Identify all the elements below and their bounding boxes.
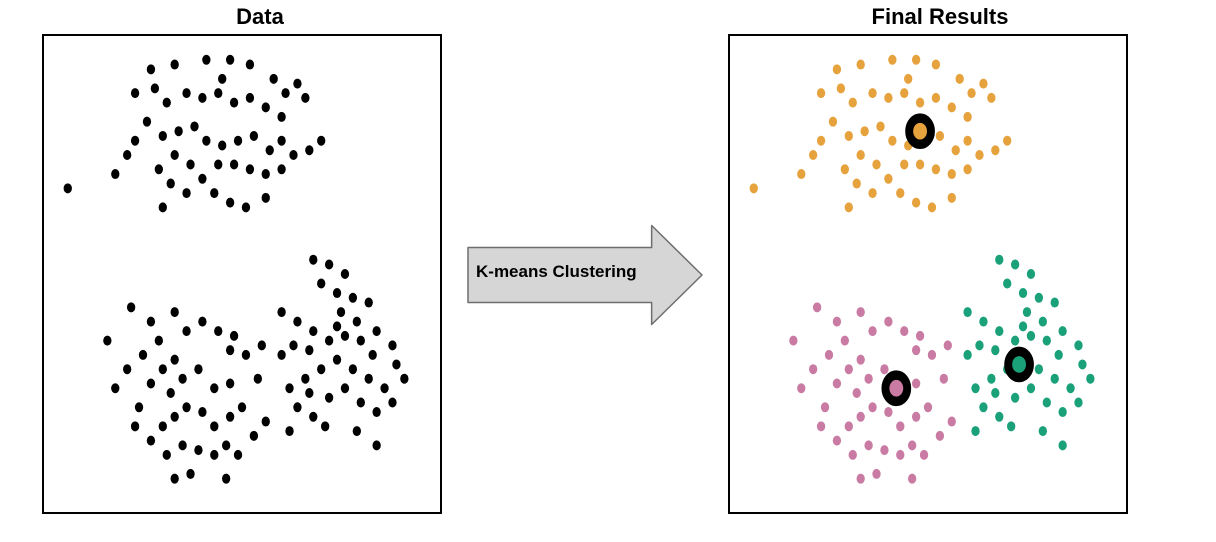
centroid [909, 118, 931, 144]
centroid [885, 375, 907, 401]
left-panel-title: Data [200, 4, 320, 30]
arrow-label: K-means Clustering [476, 262, 676, 282]
right-panel [728, 34, 1128, 514]
kmeans-diagram: Data K-means Clustering Final Results [0, 0, 1216, 542]
right-scatter [730, 36, 1126, 512]
centroid [1008, 351, 1030, 377]
left-scatter [44, 36, 440, 512]
left-panel [42, 34, 442, 514]
right-panel-title: Final Results [840, 4, 1040, 30]
